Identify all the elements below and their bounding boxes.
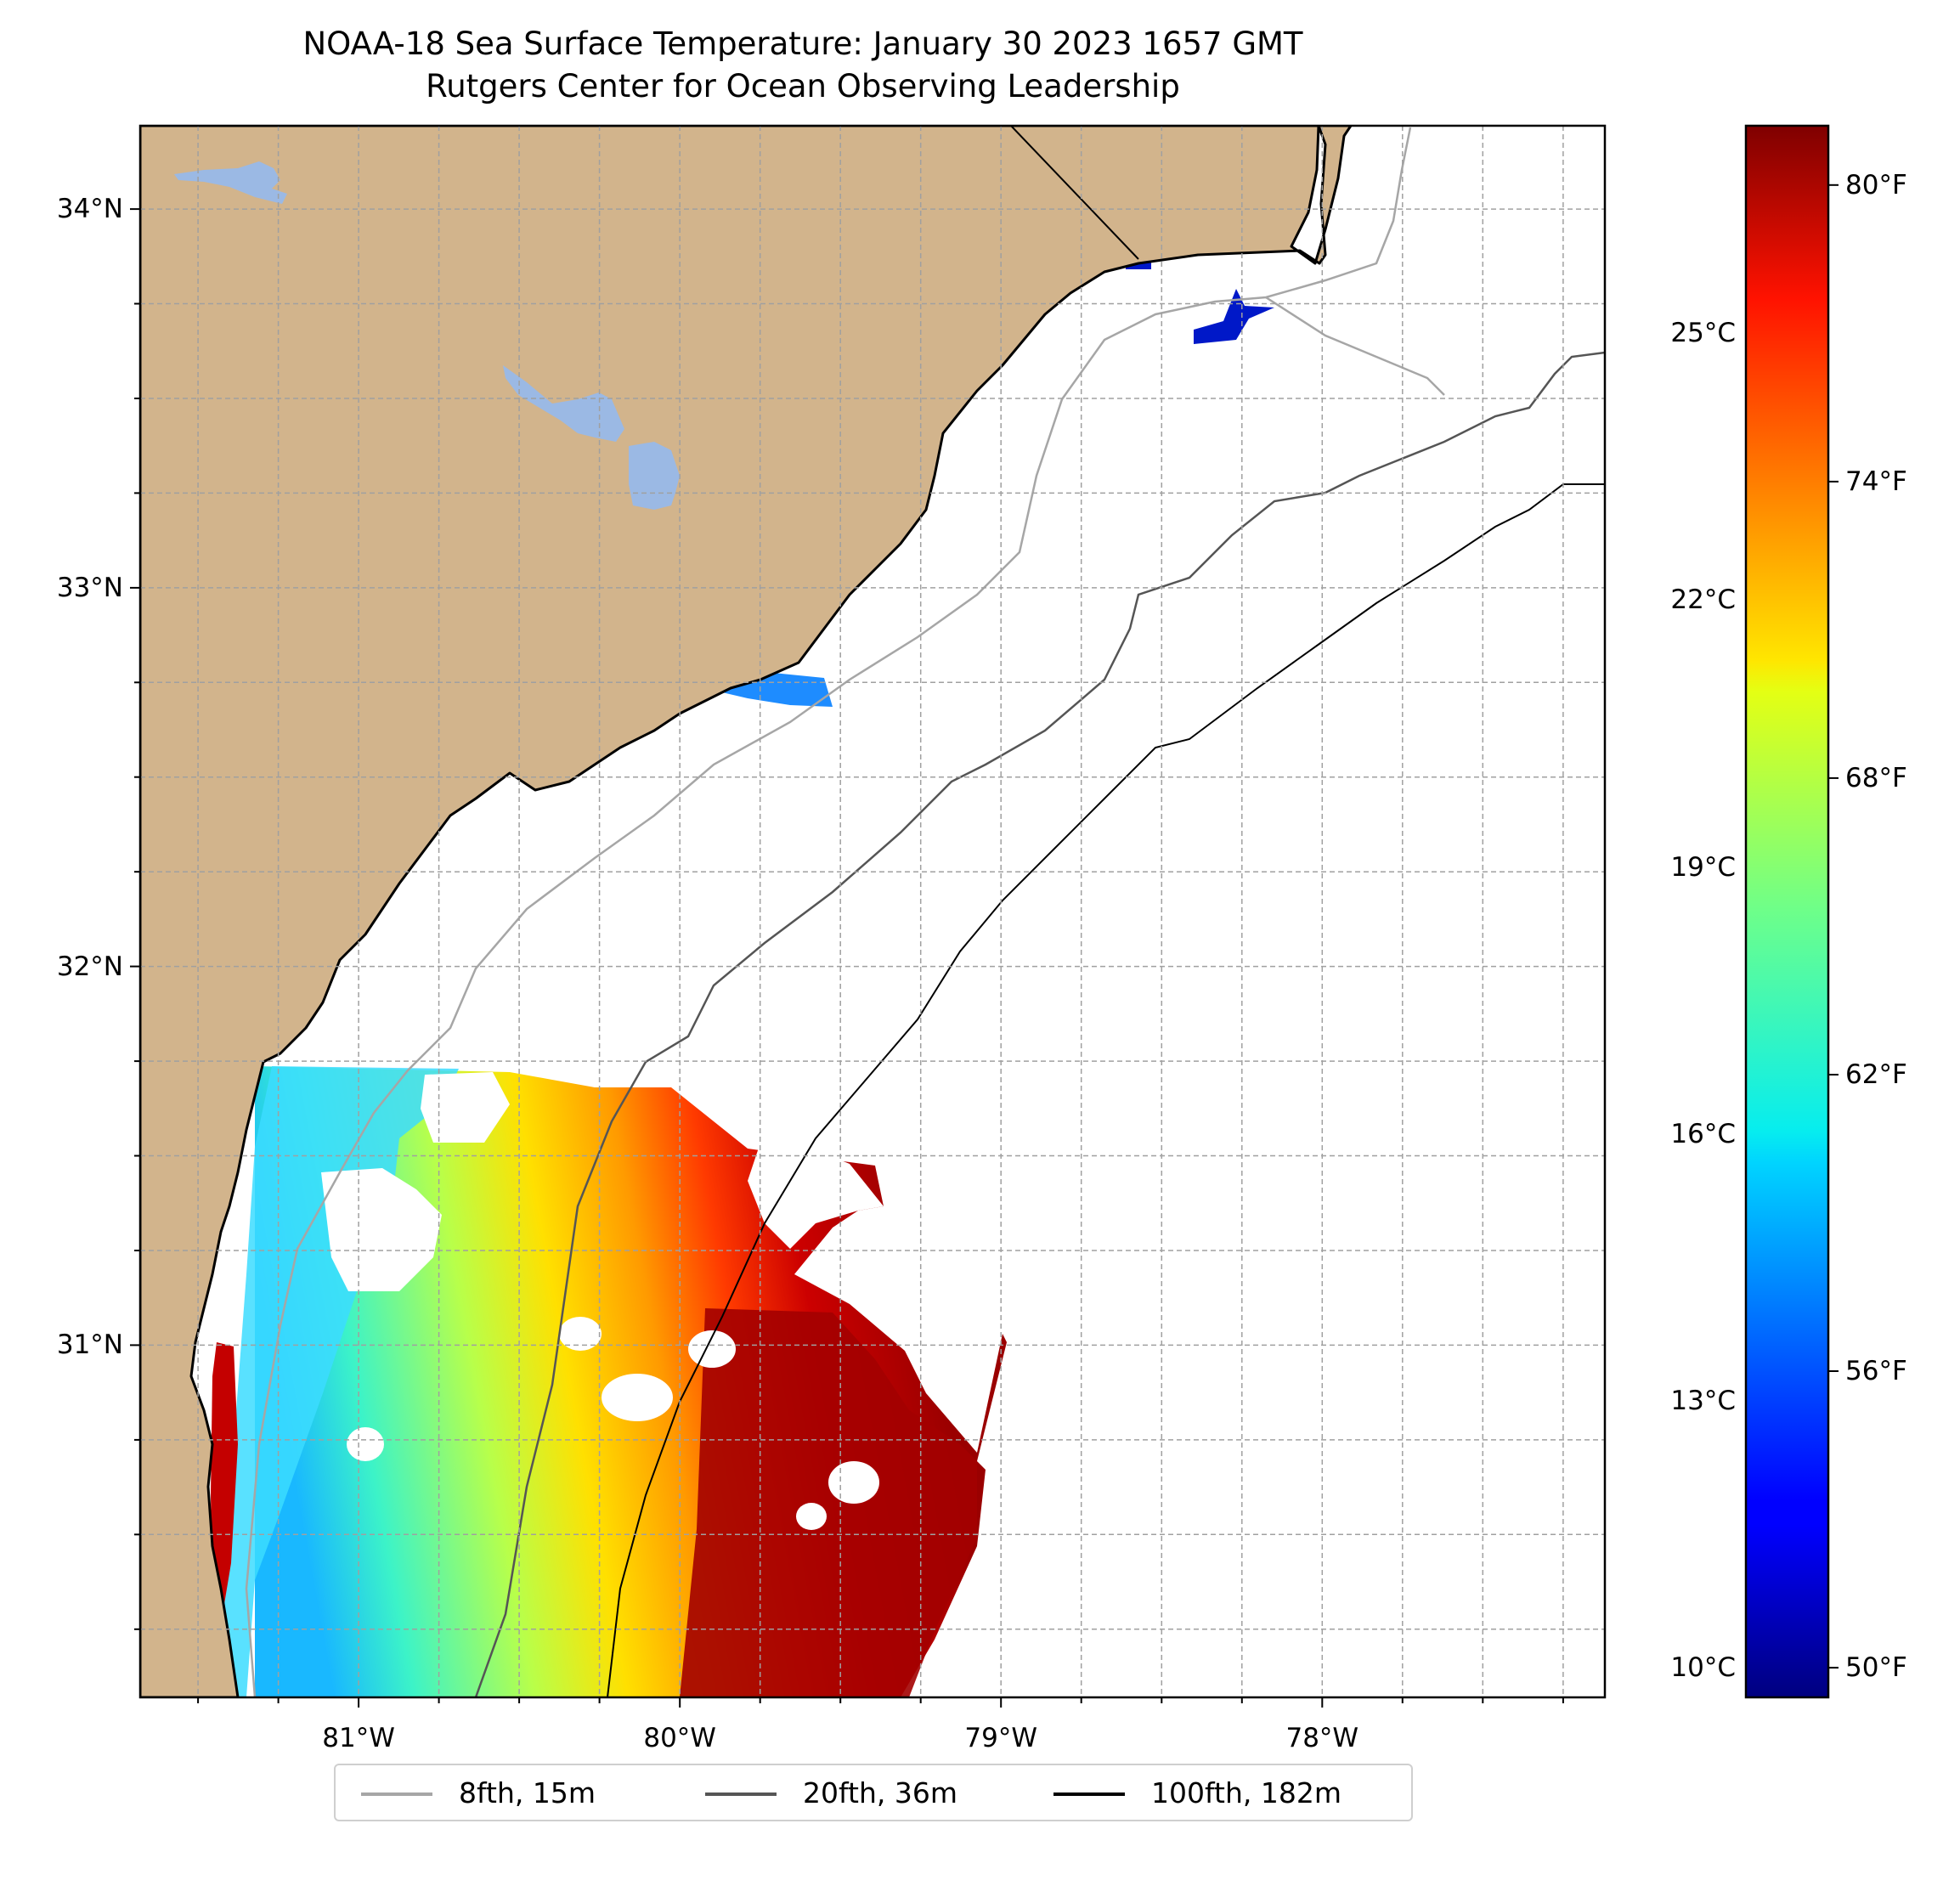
sst-warm-core	[680, 1308, 977, 1697]
lon-tick-label: 81°W	[322, 1723, 395, 1753]
sst-nearshore	[221, 1066, 459, 1697]
isobath-100fth	[607, 483, 1605, 1697]
colorbar-c-label: 13°C	[1670, 1385, 1736, 1416]
colorbar-f-label: 50°F	[1845, 1652, 1907, 1684]
lon-tick-label: 78°W	[1285, 1723, 1359, 1753]
colorbar-ticks	[1828, 183, 1839, 1669]
isobath-legend: 8fth, 15m 20fth, 36m 100fth, 182m	[334, 1764, 1413, 1821]
legend-label-20fth: 20fth, 36m	[803, 1776, 957, 1809]
axis-ticks	[130, 208, 1564, 1708]
cloud-masks	[321, 1072, 884, 1530]
chart-subtitle: Rutgers Center for Ocean Observing Leade…	[426, 68, 1180, 104]
colorbar-f-label: 68°F	[1845, 762, 1907, 793]
state-border	[1010, 126, 1139, 260]
isobath-8fth	[245, 127, 1445, 1697]
colorbar-f-label: 56°F	[1845, 1356, 1907, 1387]
legend-label-100fth: 100fth, 182m	[1151, 1776, 1341, 1809]
colorbar-c-label: 16°C	[1670, 1118, 1736, 1149]
lat-tick-label: 33°N	[56, 572, 123, 603]
colorbar-c-label: 25°C	[1670, 318, 1736, 349]
legend-label-8fth: 8fth, 15m	[459, 1776, 596, 1809]
isobath-20fth	[474, 351, 1605, 1697]
legend-line-8fth	[361, 1792, 432, 1796]
lat-tick-label: 31°N	[56, 1330, 123, 1361]
gridlines	[140, 126, 1605, 1697]
colorbar-c-label: 19°C	[1670, 851, 1736, 883]
colorbar-f-label: 62°F	[1845, 1059, 1907, 1090]
legend-line-100fth	[1053, 1792, 1125, 1796]
colorbar-c-label: 10°C	[1670, 1652, 1736, 1684]
lat-tick-label: 34°N	[56, 194, 123, 225]
sst-capefear-patch	[1194, 289, 1274, 344]
colorbar-f-label: 80°F	[1845, 169, 1907, 200]
sst-coastal-fringe	[211, 1342, 238, 1614]
colorbar-c-label: 22°C	[1670, 584, 1736, 616]
map-frame	[138, 124, 1607, 1699]
colorbar	[1744, 124, 1830, 1699]
chart-title: NOAA-18 Sea Surface Temperature: January…	[302, 25, 1303, 62]
colorbar-f-label: 74°F	[1845, 466, 1907, 497]
lon-tick-label: 80°W	[643, 1723, 716, 1753]
land-mass	[140, 126, 1353, 1697]
lon-tick-label: 79°W	[964, 1723, 1038, 1753]
legend-line-20fth	[705, 1792, 777, 1796]
lat-tick-label: 32°N	[56, 951, 123, 982]
